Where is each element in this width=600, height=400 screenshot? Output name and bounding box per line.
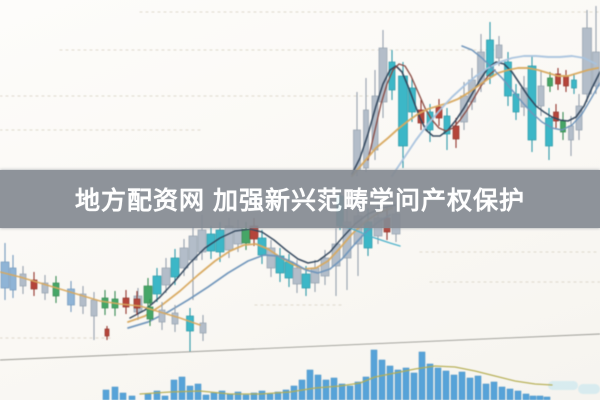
volume-panel xyxy=(102,349,553,400)
headline-band: 地方配资网 加强新兴范畴学问产权保护 xyxy=(0,170,600,228)
headline-text: 地方配资网 加强新兴范畴学问产权保护 xyxy=(75,187,525,215)
upper-price-panel xyxy=(351,6,600,177)
grid-dotted-lines xyxy=(0,11,600,339)
lower-secondary-price-panel xyxy=(0,243,207,352)
trend-line xyxy=(0,333,600,361)
watermark-smudge xyxy=(548,381,600,394)
